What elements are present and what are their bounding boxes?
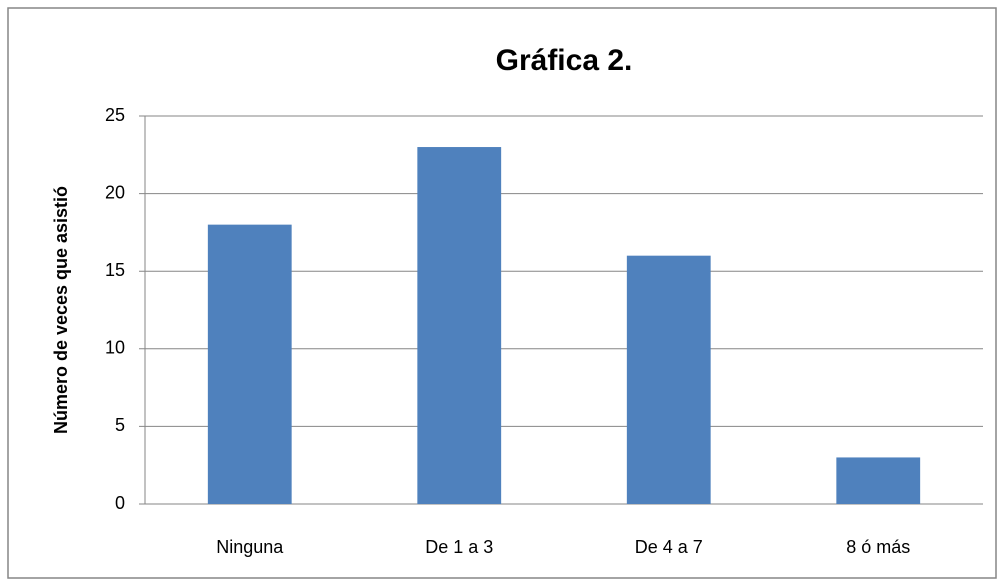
y-tick-label: 5 [115,415,125,435]
bar [626,255,711,504]
y-tick-label: 20 [105,182,125,202]
x-tick-label: 8 ó más [846,537,910,557]
y-tick-label: 10 [105,338,125,358]
y-tick-label: 25 [105,105,125,125]
x-tick-label: Ninguna [216,537,284,557]
bar [207,224,292,504]
y-tick-label: 15 [105,260,125,280]
x-tick-label: De 1 a 3 [425,537,493,557]
x-tick-label: De 4 a 7 [635,537,703,557]
bar [836,457,921,504]
y-tick-label: 0 [115,493,125,513]
y-axis-label: Número de veces que asistió [51,186,71,434]
chart-title: Gráfica 2. [496,44,633,77]
bar [417,147,502,505]
chart-frame [7,7,997,579]
